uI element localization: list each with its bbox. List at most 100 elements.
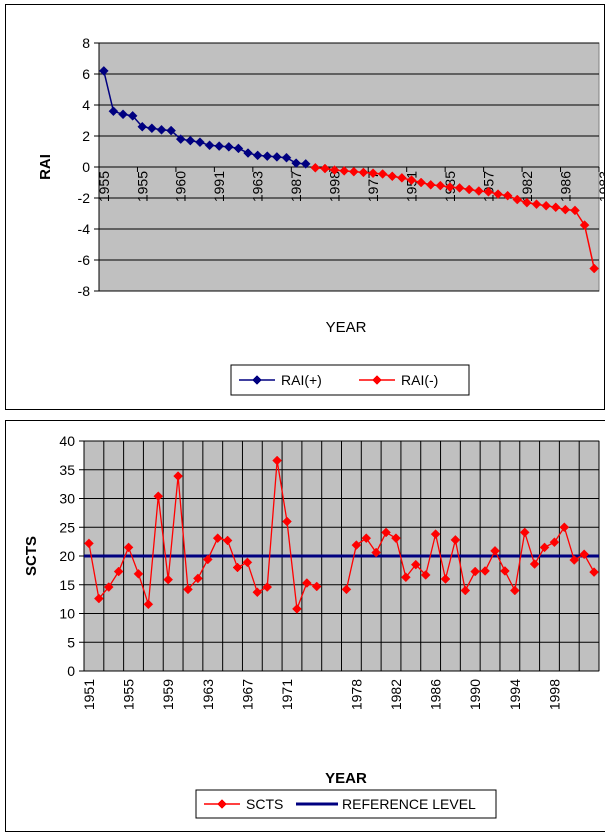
rai-negative-point: [445, 182, 455, 193]
x-tick-label: 1998: [546, 679, 562, 710]
y-tick-label: -8: [78, 283, 91, 299]
x-tick-label: 1957: [480, 171, 496, 202]
scts-point: [84, 538, 94, 549]
x-tick-label: 1955: [121, 679, 137, 710]
scts-point: [252, 587, 263, 598]
rai-negative-point: [435, 180, 446, 191]
scts-point: [559, 522, 570, 533]
rai-negative-point: [589, 263, 600, 274]
x-tick-label: 1978: [348, 679, 364, 710]
scts-point: [262, 582, 273, 592]
x-tick-label: 1990: [467, 679, 483, 710]
scts-point: [232, 562, 243, 573]
rai-positive-point: [195, 137, 205, 148]
x-tick-label: 1998: [327, 171, 343, 202]
y-tick-label: 30: [59, 491, 75, 507]
scts-point: [391, 533, 401, 544]
y-tick-label: 0: [82, 159, 90, 175]
rai-chart-svg: -8 -6 -4 -2 0 2 4 6 8 1955 1955 1960 1991 1963 1987 199…: [37, 35, 605, 396]
rai-negative-point: [541, 200, 551, 211]
rai-positive-point: [233, 143, 244, 154]
scts-point: [589, 567, 599, 577]
rai-negative-point: [550, 202, 561, 213]
rai-positive-point: [291, 158, 301, 168]
y-tick-label: 40: [59, 433, 75, 449]
rai-positive-point: [223, 141, 234, 152]
scts-point: [371, 547, 382, 558]
rai-positive-point: [175, 134, 186, 144]
x-tick-label: 1963: [200, 679, 216, 710]
scts-chart: 0 5 10 15 20 25 30 35 40 1951 1955 1959 1963 1967 1971…: [5, 420, 605, 832]
rai-positive-point: [214, 141, 225, 151]
legend-label-reference-level: REFERENCE LEVEL: [342, 796, 476, 812]
y-tick-label: 35: [59, 462, 75, 478]
rai-negative-point: [425, 179, 436, 190]
rai-positive-point: [127, 110, 138, 121]
rai-negative-point: [454, 183, 465, 193]
rai-positive-point: [243, 148, 253, 158]
scts-point: [173, 471, 183, 481]
scts-point: [183, 584, 193, 595]
x-tick-label: 1971: [279, 679, 295, 710]
scts-point: [460, 585, 471, 596]
x-axis-title: YEAR: [325, 770, 367, 787]
scts-point: [133, 568, 144, 579]
scts-point: [94, 593, 104, 604]
rai-negative-point: [464, 184, 475, 195]
scts-point: [470, 566, 481, 577]
rai-positive-point: [118, 109, 128, 120]
rai-negative-point: [416, 177, 426, 188]
rai-negative-point: [348, 166, 359, 177]
x-tick-label: 1967: [239, 679, 255, 710]
rai-negative-point: [310, 162, 321, 173]
x-tick-label: 1951: [81, 679, 97, 710]
rai-negative-point: [329, 165, 340, 175]
y-tick-label: 5: [67, 634, 75, 650]
scts-point: [351, 540, 362, 550]
rai-negative-point: [320, 163, 330, 174]
rai-positive-line: [103, 70, 306, 165]
x-tick-label: 1986: [428, 679, 444, 710]
rai-chart: -8 -6 -4 -2 0 2 4 6 8 1955 1955 1960 1991 1963 1987 199…: [5, 4, 605, 410]
scts-point: [440, 574, 451, 584]
rai-negative-point: [560, 204, 571, 215]
scts-point: [153, 491, 164, 502]
scts-point: [212, 533, 223, 544]
y-tick-label: 6: [82, 66, 90, 82]
rai-negative-point: [358, 167, 369, 178]
scts-point: [420, 570, 431, 580]
rai-positive-point: [300, 159, 311, 169]
rai-positive-point: [281, 152, 292, 163]
x-tick-label: 1982: [519, 171, 535, 202]
rai-negative-point: [502, 190, 513, 201]
y-tick-label: -4: [78, 221, 91, 237]
x-tick-label: 1963: [250, 171, 266, 202]
rai-negative-point: [368, 168, 378, 179]
rai-positive-point: [156, 124, 167, 135]
rai-negative-point: [531, 199, 542, 210]
y-tick-label: 15: [59, 577, 75, 593]
scts-point: [401, 572, 411, 583]
rai-negative-point: [512, 194, 523, 205]
scts-point: [113, 566, 124, 577]
rai-positive-point: [98, 66, 109, 76]
scts-point: [539, 542, 550, 553]
legend-label-rai-negative: RAI(-): [401, 372, 438, 388]
x-tick-label: 1959: [160, 679, 176, 710]
x-tick-label: 1986: [557, 171, 573, 202]
y-tick-label: 8: [82, 35, 90, 51]
legend-label-scts: SCTS: [246, 796, 283, 812]
scts-point: [193, 573, 203, 584]
scts-point: [579, 549, 589, 560]
legend-marker-rai-positive: [252, 375, 262, 385]
rai-positive-point: [147, 123, 157, 134]
y-tick-label: -2: [78, 190, 91, 206]
scts-point: [242, 557, 253, 568]
y-tick-label: 20: [59, 548, 75, 564]
rai-positive-point: [137, 121, 148, 132]
rai-negative-point: [377, 169, 388, 179]
rai-negative-point: [483, 186, 494, 197]
scts-point: [311, 581, 322, 592]
scts-point: [381, 527, 391, 538]
scts-chart-svg: 0 5 10 15 20 25 30 35 40 1951 1955 1959 1963 1967 1971…: [23, 433, 600, 819]
